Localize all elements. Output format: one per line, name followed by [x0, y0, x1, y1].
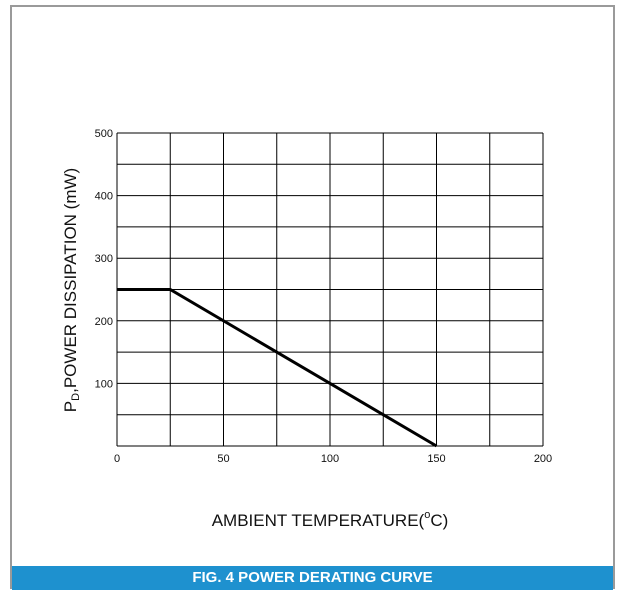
y-axis-label: PD,POWER DISSIPATION (mW) [61, 168, 82, 412]
grid [116, 132, 544, 447]
y-tick-label: 500 [95, 128, 113, 140]
figure-frame [10, 5, 615, 589]
y-tick-label: 200 [95, 316, 113, 328]
figure-caption: FIG. 4 POWER DERATING CURVE [12, 566, 613, 590]
x-tick-label: 200 [534, 453, 552, 465]
power-derating-line [117, 288, 438, 448]
tick-labels: 0 50 100 150 200 100 200 300 400 500 [95, 128, 553, 465]
x-tick-label: 100 [321, 453, 339, 465]
x-tick-label: 50 [217, 453, 229, 465]
series [117, 288, 438, 448]
y-tick-label: 400 [95, 191, 113, 203]
y-tick-label: 300 [95, 253, 113, 265]
x-tick-label: 150 [427, 453, 445, 465]
x-tick-label: 0 [114, 453, 120, 465]
x-axis-label: AMBIENT TEMPERATURE(oC) [212, 509, 449, 530]
y-tick-label: 100 [95, 378, 113, 390]
